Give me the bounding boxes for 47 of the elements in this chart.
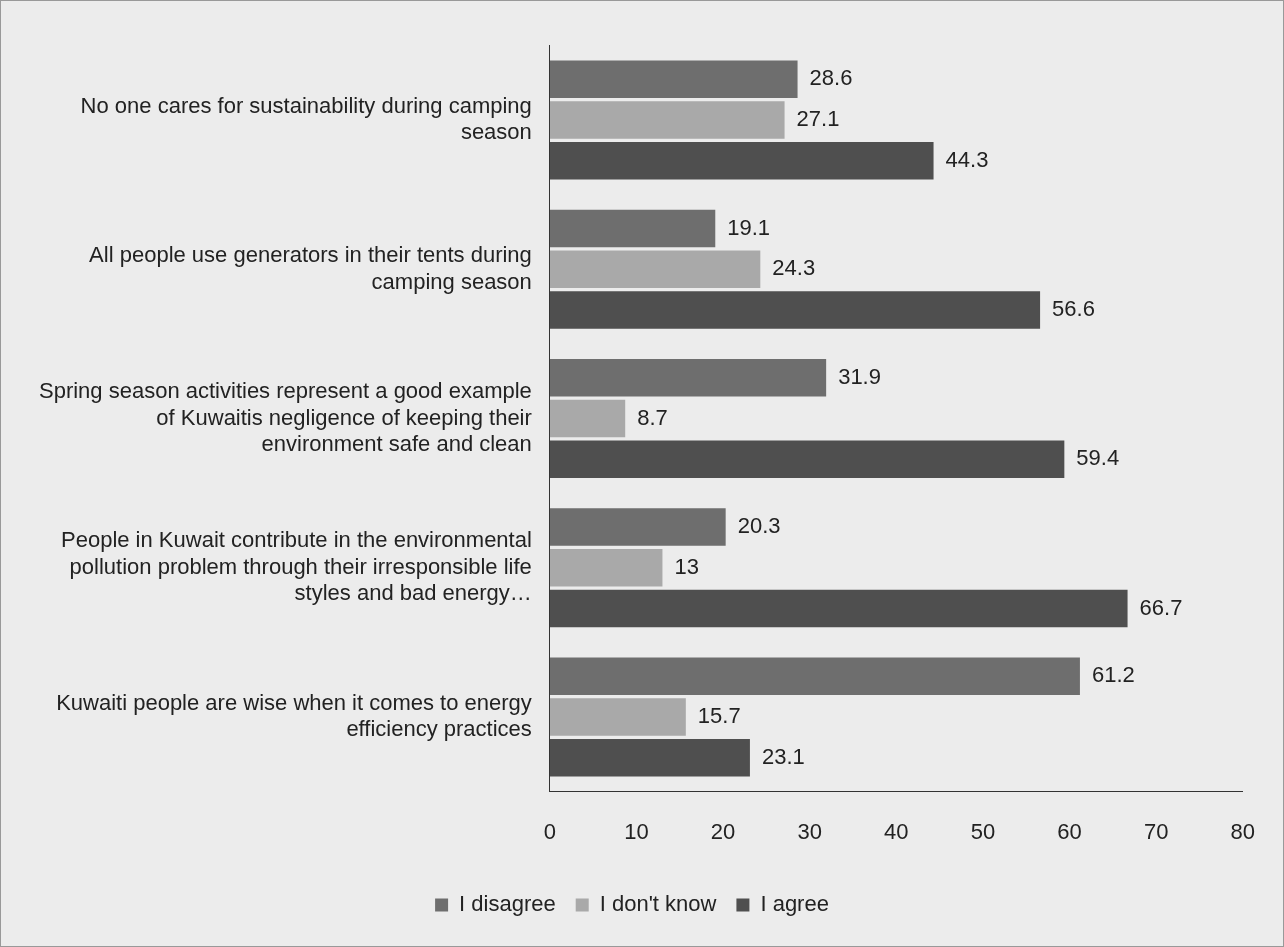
bar	[549, 440, 1065, 479]
bar	[549, 250, 761, 289]
x-tick-label: 80	[1230, 818, 1256, 844]
legend-label: I disagree	[459, 891, 556, 917]
data-label: 19.1	[727, 214, 771, 240]
bar	[549, 698, 686, 736]
data-label: 56.6	[1052, 296, 1095, 322]
bar	[549, 657, 1080, 695]
x-tick-label: 10	[624, 818, 649, 844]
data-label: 44.3	[945, 146, 989, 172]
bar	[549, 60, 798, 98]
legend-label: I don't know	[599, 891, 717, 917]
y-tick-label: No one cares for sustainability during camping season	[80, 92, 532, 145]
y-tick-label: Spring season activities represent a good example of Kuwaitis negligence of keeping their environment safe and clean	[39, 378, 532, 456]
bar	[549, 399, 626, 438]
bar	[549, 589, 1128, 628]
y-tick-label: Kuwaiti people are wise when it comes to energy efficiency practices	[56, 689, 532, 742]
x-tick-label: 20	[710, 818, 736, 844]
y-tick-label: All people use generators in their tents during camping season	[89, 242, 532, 294]
data-label: 27.1	[796, 106, 840, 132]
data-label: 66.7	[1139, 594, 1183, 620]
x-tick-label: 70	[1143, 818, 1169, 844]
bar	[549, 142, 934, 180]
x-tick-label: 50	[970, 818, 996, 844]
bar	[549, 739, 750, 777]
data-label: 13	[674, 553, 699, 579]
bar	[549, 101, 785, 139]
x-tick-label: 40	[884, 818, 909, 844]
bar	[549, 358, 827, 397]
bar	[549, 508, 726, 546]
data-label: 23.1	[761, 743, 805, 769]
bar	[549, 209, 716, 248]
data-label: 20.3	[737, 513, 781, 539]
x-tick-label: 60	[1057, 818, 1082, 844]
data-label: 8.7	[637, 404, 668, 430]
data-label: 24.3	[772, 255, 816, 281]
data-label: 28.6	[809, 65, 853, 91]
legend-label: I agree	[760, 891, 829, 917]
data-label: 15.7	[697, 703, 741, 729]
data-label: 61.2	[1091, 662, 1135, 688]
data-label: 59.4	[1076, 445, 1120, 471]
x-tick-label: 0	[543, 818, 556, 844]
data-label: 31.9	[838, 363, 881, 389]
x-tick-label: 30	[797, 818, 822, 844]
bar	[549, 291, 1041, 329]
bar	[549, 548, 663, 587]
y-tick-label: People in Kuwait contribute in the environmental pollution problem through their irresponsible life styles and bad energy…	[61, 527, 532, 606]
